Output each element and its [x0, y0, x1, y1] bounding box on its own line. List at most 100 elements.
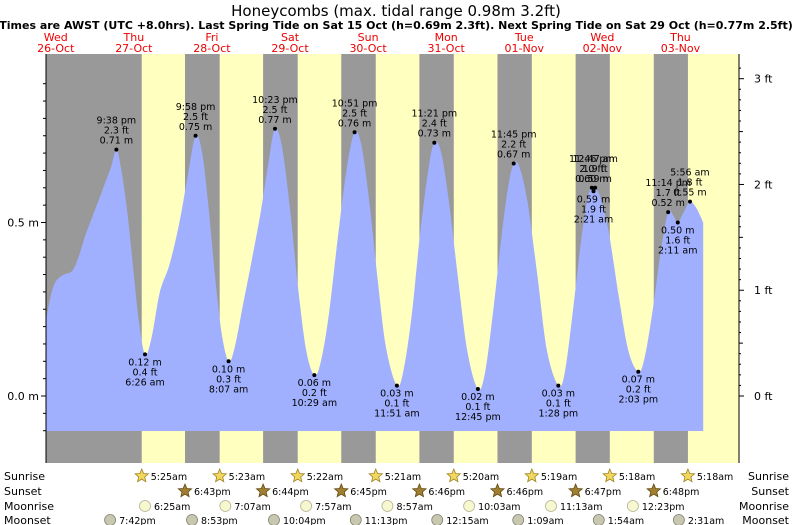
tide-label-line: 6:26 am: [125, 377, 164, 388]
sun-event: 6:43pm: [177, 482, 231, 498]
event-time-label: 11:13am: [560, 502, 602, 513]
high-tide-label: 10:51 pm2.5 ft0.76 m: [332, 98, 378, 129]
event-time-label: 1:09am: [527, 516, 563, 525]
sun-event: 5:20am: [446, 467, 499, 483]
sunset-icon: [411, 482, 428, 498]
event-time-label: 6:44pm: [272, 487, 309, 498]
tide-label-line: 11:14 pm: [645, 178, 691, 189]
tide-label-line: 11:45 pm: [491, 130, 537, 141]
low-tide-marker: [675, 220, 680, 225]
day-name: Mon: [435, 31, 458, 44]
tide-label-line: 12:47 am: [572, 154, 617, 165]
high-tide-marker: [272, 126, 277, 131]
high-tide-label: 5:56 am1.8 ft0.55 m: [670, 168, 709, 199]
sun-event: 5:19am: [524, 467, 577, 483]
tide-label-line: 9:58 pm: [176, 102, 216, 113]
event-time-label: 10:03am: [478, 502, 520, 513]
low-tide-marker: [226, 359, 231, 364]
moon-event: 11:13am: [545, 500, 602, 513]
tide-area: [46, 128, 704, 431]
sunset-icon: [255, 482, 271, 498]
tide-label-line: 2.5 ft: [183, 112, 208, 123]
event-time-label: 12:15am: [446, 516, 488, 525]
row-label-right: Moonset: [742, 514, 789, 525]
low-tide-label: 0.10 m0.3 ft8:07 am: [209, 364, 248, 395]
tide-label-line: 0.06 m: [298, 378, 331, 389]
event-time-label: 5:18am: [619, 472, 655, 483]
day-date: 31-Oct: [428, 42, 466, 55]
event-time-label: 8:57am: [396, 502, 432, 513]
tide-label-line: 0.73 m: [418, 129, 451, 140]
y-tick-label-m: 0.0 m: [7, 390, 39, 403]
tide-label-line: 0.1 ft: [384, 399, 409, 410]
row-label-left: Moonset: [4, 514, 51, 525]
tide-label-line: 1:28 pm: [539, 409, 579, 420]
tide-label-line: 9:38 pm: [97, 116, 137, 127]
event-time-label: 6:48pm: [663, 487, 700, 498]
row-label-right: Sunrise: [748, 470, 789, 483]
tide-label-line: 0.71 m: [100, 136, 133, 147]
moon-icon: [349, 514, 362, 525]
tide-labels: 9:38 pm2.3 ft0.71 m 0.12 m0.4 ft6:26 am 9:…: [97, 95, 710, 423]
y-tick-label-ft: 1 ft: [754, 284, 773, 297]
y-tick-label-ft: 0 ft: [754, 390, 773, 403]
moon-icon: [672, 514, 685, 525]
event-time-label: 5:22am: [307, 472, 343, 483]
tide-label-line: 0.03 m: [542, 389, 575, 400]
day-name: Tue: [514, 31, 534, 44]
low-tide-label: 0.07 m0.2 ft2:03 pm: [618, 375, 658, 406]
tide-label-line: 0.55 m: [673, 188, 706, 199]
sun-event: 5:18am: [602, 467, 655, 483]
high-tide-marker: [352, 130, 357, 135]
sun-icon: [680, 467, 696, 483]
tide-label-line: 0.03 m: [380, 389, 413, 400]
event-time-label: 12:23pm: [642, 502, 685, 513]
moon-icon: [512, 514, 525, 525]
moon-event: 10:03am: [463, 500, 521, 513]
tide-label-line: 0.60 m: [575, 174, 608, 185]
tide-water-area: [46, 128, 704, 431]
tide-label-line: 0.75 m: [179, 122, 212, 133]
high-tide-marker: [593, 185, 598, 190]
tide-label-line: 10:29 am: [292, 398, 337, 409]
event-time-label: 6:43pm: [194, 487, 231, 498]
high-tide-label: 10:23 pm2.5 ft0.77 m: [252, 95, 298, 126]
tide-label-line: 2.5 ft: [262, 105, 287, 116]
low-tide-marker: [636, 369, 641, 374]
tide-label-line: 8:07 am: [209, 384, 248, 395]
low-tide-marker: [394, 383, 399, 388]
y-tick-label-m: 0.5 m: [7, 217, 39, 230]
moon-icon: [431, 514, 444, 525]
moon-event: 1:54am: [592, 514, 644, 525]
moon-event: 12:23pm: [626, 500, 685, 513]
tide-label-line: 0.76 m: [338, 118, 371, 129]
day-name: Thu: [669, 31, 691, 44]
sun-icon: [446, 467, 462, 483]
tide-label-line: 0.2 ft: [302, 388, 327, 399]
low-tide-marker: [143, 352, 148, 357]
moon-icon: [300, 500, 313, 512]
event-time-label: 6:46pm: [428, 487, 465, 498]
tide-label-line: 0.07 m: [622, 375, 655, 386]
moon-event: 2:31am: [672, 514, 724, 525]
event-time-label: 5:21am: [385, 472, 421, 483]
sun-event: 5:21am: [368, 467, 421, 483]
tide-label-line: 0.59 m: [577, 194, 610, 205]
tide-label-line: 2:03 pm: [618, 395, 658, 406]
event-time-label: 5:18am: [697, 472, 733, 483]
sun-icon: [290, 467, 306, 483]
day-name: Sat: [281, 31, 300, 44]
sunset-icon: [489, 482, 506, 498]
moon-event: 7:07am: [219, 500, 271, 513]
sunset-icon: [646, 482, 662, 498]
event-time-label: 1:54am: [608, 516, 644, 525]
tide-label-line: 0.67 m: [497, 150, 530, 161]
moon-event: 12:15am: [431, 514, 489, 525]
event-time-label: 7:07am: [234, 502, 270, 513]
event-time-label: 6:45pm: [350, 487, 387, 498]
tide-label-line: 0.1 ft: [546, 399, 571, 410]
chart-subtitle: Times are AWST (UTC +8.0hrs). Last Sprin…: [0, 19, 793, 32]
sun-icon: [368, 467, 384, 483]
day-headers: Wed26-OctThu27-OctFri28-OctSat29-OctSun3…: [37, 31, 701, 55]
